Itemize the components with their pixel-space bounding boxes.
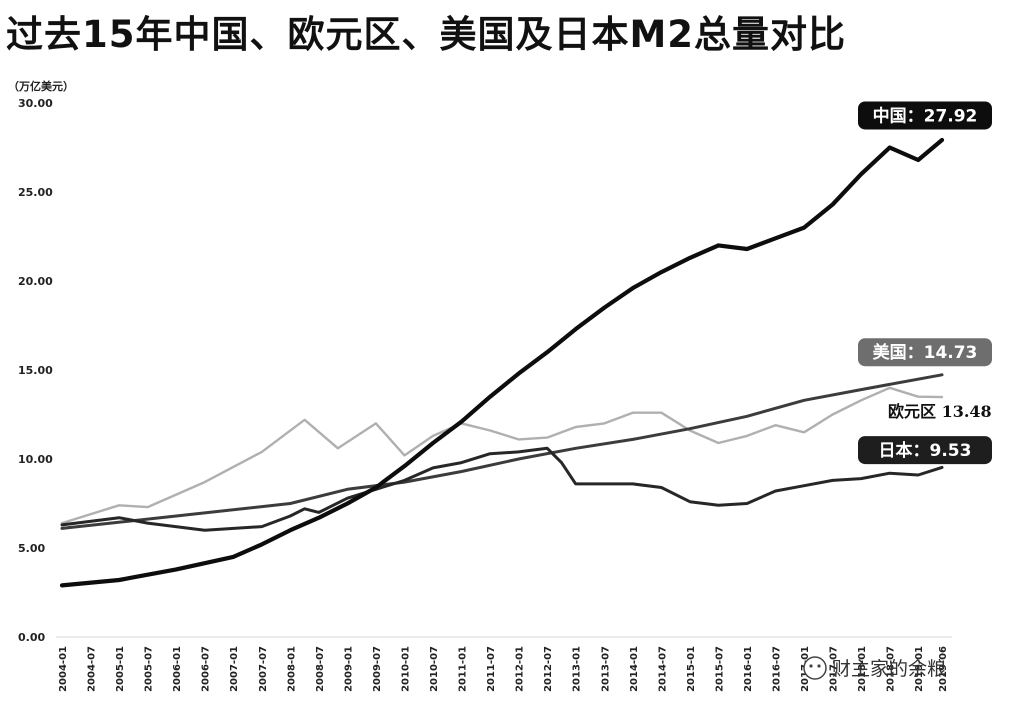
x-tick-label: 2013-07 (600, 646, 611, 692)
x-tick-label: 2016-07 (772, 646, 783, 692)
x-tick-label: 2007-07 (258, 646, 269, 692)
euro-end-label: 欧元区 13.48 (888, 402, 992, 421)
x-tick-label: 2017-07 (829, 646, 840, 692)
x-tick-label: 2006-07 (201, 646, 212, 692)
series-line-中国 (59, 137, 945, 588)
x-tick-label: 2004-07 (87, 646, 98, 692)
x-tick-label: 2007-01 (229, 646, 240, 692)
y-tick-label: 15.00 (18, 364, 53, 377)
x-tick-label: 2015-01 (686, 646, 697, 692)
x-tick-label: 2006-01 (172, 646, 183, 692)
x-tick-label: 2008-01 (286, 646, 297, 692)
x-tick-label: 2018-01 (857, 646, 868, 692)
wechat-icon-eye (809, 664, 813, 668)
x-tick-label: 2010-07 (429, 646, 440, 692)
x-tick-label: 2011-07 (486, 646, 497, 692)
y-tick-label: 0.00 (18, 631, 45, 644)
x-tick-label: 2018-07 (886, 646, 897, 692)
x-tick-label: 2009-01 (343, 646, 354, 692)
x-tick-label: 2019-06 (938, 646, 949, 692)
series-line-美国 (60, 373, 944, 530)
china-end-label-bg (858, 101, 992, 130)
usa-end-label-bg (858, 338, 992, 367)
series-line-日本 (60, 446, 944, 532)
x-tick-label: 2004-01 (58, 646, 69, 692)
x-tick-label: 2008-07 (315, 646, 326, 692)
x-tick-label: 2009-07 (372, 646, 383, 692)
x-tick-label: 2019-01 (914, 646, 925, 692)
x-tick-label: 2005-07 (144, 646, 155, 692)
chart-title: 过去15年中国、欧元区、美国及日本M2总量对比 (6, 13, 847, 56)
y-tick-label: 10.00 (18, 453, 53, 466)
x-tick-label: 2012-07 (543, 646, 554, 692)
x-tick-label: 2005-01 (115, 646, 126, 692)
wechat-icon (803, 656, 827, 680)
x-tick-label: 2010-01 (400, 646, 411, 692)
x-tick-label: 2016-01 (743, 646, 754, 692)
wechat-icon-eye (817, 664, 821, 668)
x-tick-label: 2014-01 (629, 646, 640, 692)
y-tick-label: 30.00 (18, 97, 53, 110)
x-tick-label: 2012-01 (515, 646, 526, 692)
usa-end-label-text: 美国：14.73 (873, 342, 978, 363)
series-line-欧元区 (60, 386, 944, 525)
y-unit-label: （万亿美元） (8, 80, 74, 93)
y-tick-label: 20.00 (18, 275, 53, 288)
y-tick-label: 25.00 (18, 186, 53, 199)
china-end-label-text: 中国：27.92 (873, 105, 978, 126)
japan-end-label-text: 日本：9.53 (879, 440, 972, 461)
x-tick-label: 2013-01 (572, 646, 583, 692)
y-tick-label: 5.00 (18, 542, 45, 555)
x-tick-label: 2011-01 (458, 646, 469, 692)
x-tick-label: 2014-07 (657, 646, 668, 692)
japan-end-label-bg (858, 436, 992, 465)
watermark-text: 财主家的余粮 (832, 658, 946, 680)
x-tick-label: 2015-07 (714, 646, 725, 692)
